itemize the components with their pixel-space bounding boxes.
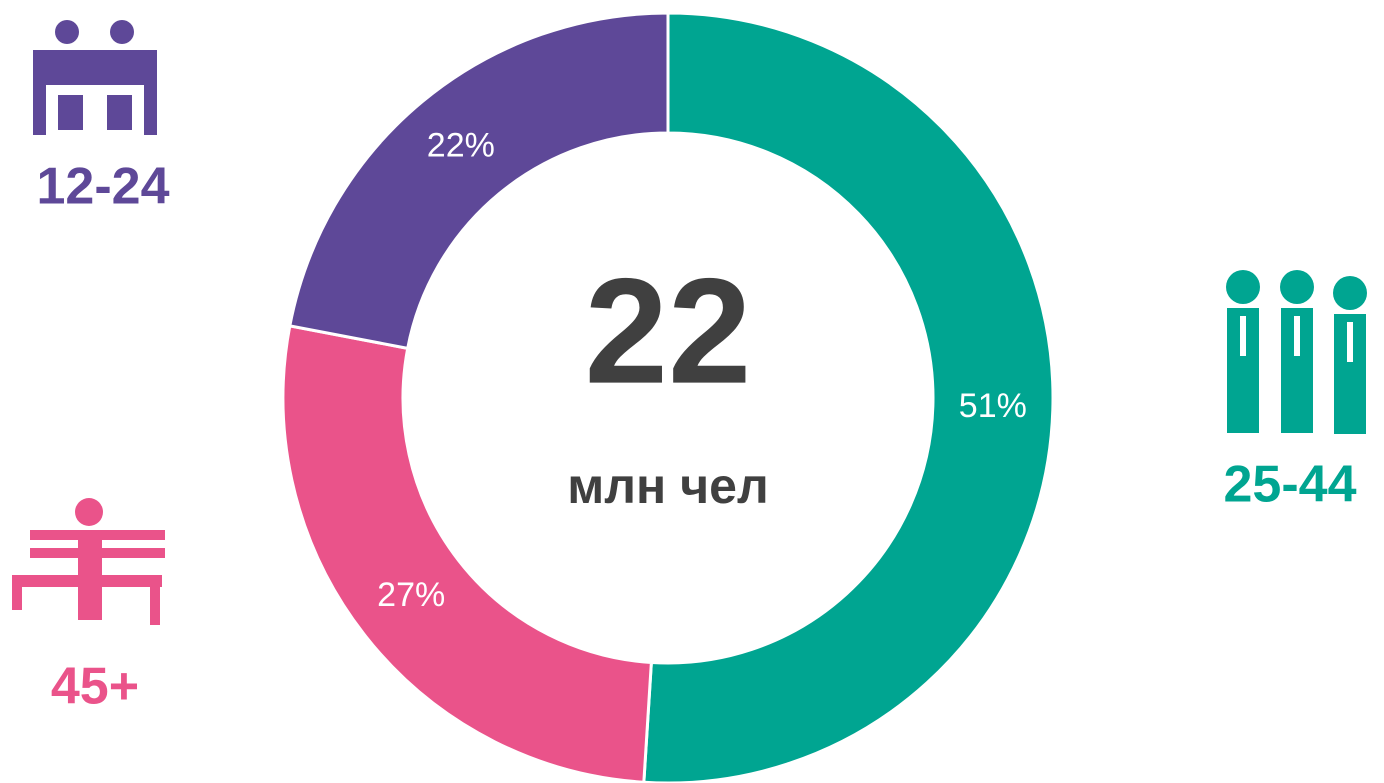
icon-adults: [1226, 270, 1367, 434]
category-label: 25-44: [1224, 456, 1357, 514]
donut-slice: [288, 11, 670, 351]
category-label: 45+: [51, 658, 139, 716]
donut-slice: [281, 324, 653, 783]
donut-slice: [642, 11, 1055, 783]
center-label: млн чел: [567, 458, 768, 514]
icon-students: [33, 20, 157, 135]
category-label: 12-24: [37, 158, 170, 216]
icon-seniors: [12, 498, 165, 625]
value-label: 22%: [427, 127, 495, 165]
value-label: 51%: [959, 387, 1027, 425]
center-value: 22: [585, 247, 752, 415]
value-label: 27%: [377, 576, 445, 614]
